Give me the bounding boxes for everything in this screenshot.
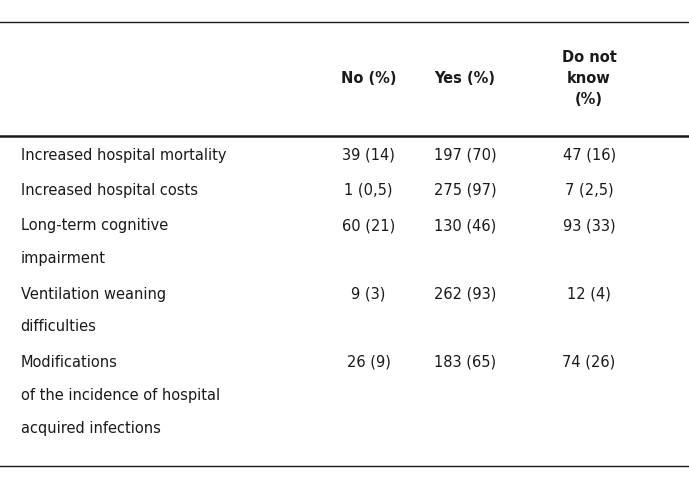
Text: 9 (3): 9 (3): [351, 287, 386, 302]
Text: Modifications: Modifications: [21, 355, 118, 370]
Text: Do not
know
(%): Do not know (%): [562, 50, 617, 107]
Text: No (%): No (%): [341, 71, 396, 86]
Text: impairment: impairment: [21, 251, 105, 266]
Text: 26 (9): 26 (9): [347, 355, 391, 370]
Text: Increased hospital mortality: Increased hospital mortality: [21, 148, 226, 163]
Text: 74 (26): 74 (26): [562, 355, 616, 370]
Text: 93 (33): 93 (33): [563, 218, 615, 233]
Text: of the incidence of hospital: of the incidence of hospital: [21, 388, 220, 403]
Text: 60 (21): 60 (21): [342, 218, 395, 233]
Text: 47 (16): 47 (16): [562, 148, 616, 163]
Text: Long-term cognitive: Long-term cognitive: [21, 218, 168, 233]
Text: Increased hospital costs: Increased hospital costs: [21, 183, 198, 198]
Text: 275 (97): 275 (97): [434, 183, 496, 198]
Text: 262 (93): 262 (93): [434, 287, 496, 302]
Text: Yes (%): Yes (%): [435, 71, 495, 86]
Text: 197 (70): 197 (70): [434, 148, 496, 163]
Text: difficulties: difficulties: [21, 319, 96, 334]
Text: 12 (4): 12 (4): [567, 287, 611, 302]
Text: 39 (14): 39 (14): [342, 148, 395, 163]
Text: 7 (2,5): 7 (2,5): [565, 183, 613, 198]
Text: 1 (0,5): 1 (0,5): [344, 183, 393, 198]
Text: acquired infections: acquired infections: [21, 421, 161, 436]
Text: Ventilation weaning: Ventilation weaning: [21, 287, 166, 302]
Text: 183 (65): 183 (65): [434, 355, 496, 370]
Text: 130 (46): 130 (46): [434, 218, 496, 233]
